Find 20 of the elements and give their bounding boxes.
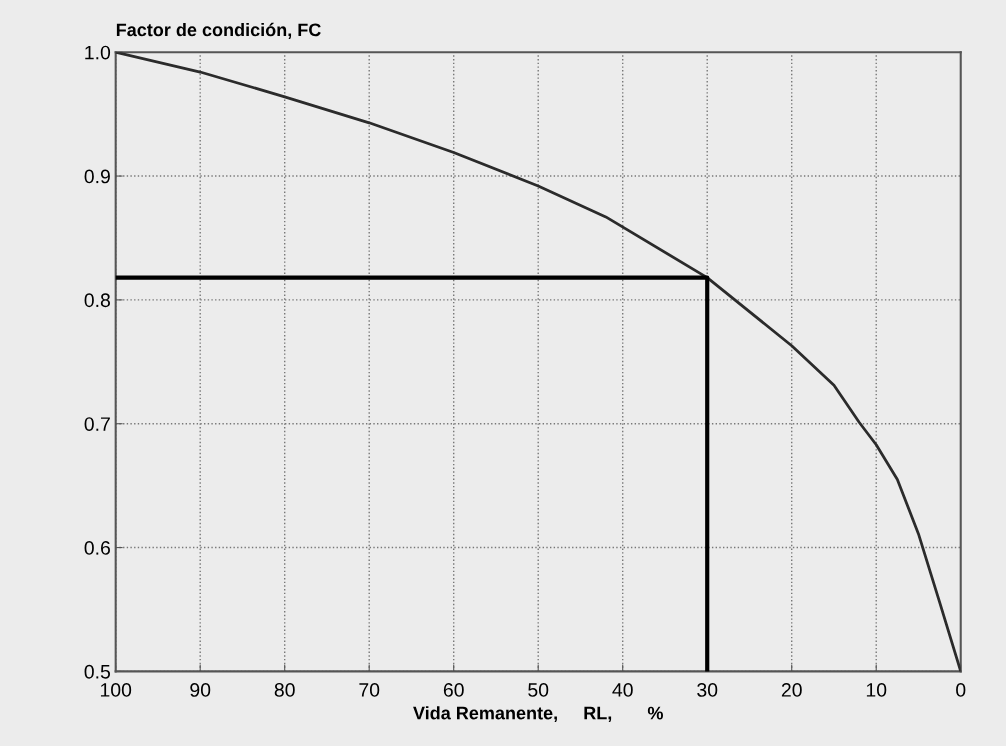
x-tick-label: 70 [359, 683, 380, 697]
y-tick-label: 0.8 [84, 293, 110, 308]
x-tick-label: 50 [528, 683, 549, 697]
x-axis-title: Vida Remanente, RL, % [413, 706, 663, 723]
x-tick-label: 80 [274, 683, 295, 697]
y-tick-label: 0.5 [84, 664, 111, 679]
y-tick-label: 0.6 [84, 541, 110, 555]
y-tick-label: 1.0 [85, 45, 111, 60]
y-tick-label: 0.9 [84, 169, 110, 184]
line-series [115, 52, 961, 672]
x-tick-label: 90 [190, 683, 211, 697]
x-tick-label: 0 [956, 683, 966, 697]
x-tick-label: 60 [443, 683, 464, 697]
x-tick-label: 10 [866, 683, 887, 697]
y-axis-title: Factor de condición, FC [116, 22, 321, 39]
x-tick-label: 40 [612, 683, 633, 697]
y-tick-label: 0.7 [84, 417, 110, 431]
x-tick-label: 30 [697, 683, 718, 697]
x-tick-label: 20 [781, 683, 802, 697]
x-tick-label: 100 [100, 683, 132, 697]
